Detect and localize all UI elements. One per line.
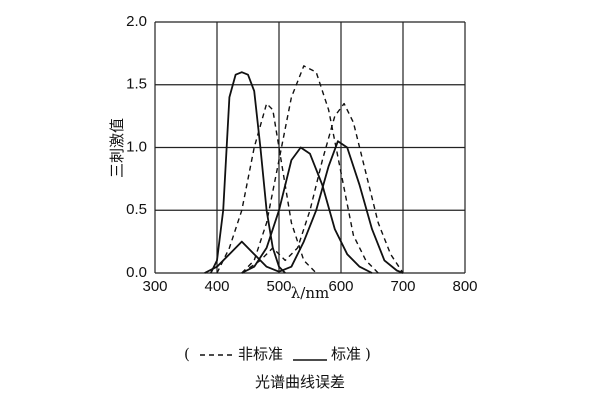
line-series (216, 102, 317, 274)
x-tick-label: 800 (452, 278, 477, 295)
caption: 光谱曲线误差 (255, 373, 345, 391)
legend-label: 标准 (331, 345, 361, 363)
y-tick-label: 2.0 (126, 13, 147, 30)
x-tick-label: 600 (328, 278, 353, 295)
line-series (241, 102, 404, 274)
y-axis-label: 三刺激值 (108, 118, 126, 178)
x-axis-label: λ/nm (291, 284, 329, 302)
y-tick-label: 0.5 (126, 201, 147, 218)
line-series (204, 140, 404, 274)
y-tick-label: 1.5 (126, 76, 147, 93)
line-series (209, 71, 286, 274)
x-tick-label: 400 (204, 278, 229, 295)
x-tick-label: 300 (142, 278, 167, 295)
y-tick-label: 0.0 (126, 264, 147, 281)
legend-label: 非标准 (238, 345, 283, 363)
y-tick-label: 1.0 (126, 138, 147, 155)
legend-bracket: ) (365, 345, 371, 363)
line-series (241, 146, 373, 274)
x-tick-label: 700 (390, 278, 415, 295)
x-tick-label: 500 (266, 278, 291, 295)
line-series (241, 65, 379, 274)
legend-bracket: ( (184, 345, 190, 363)
